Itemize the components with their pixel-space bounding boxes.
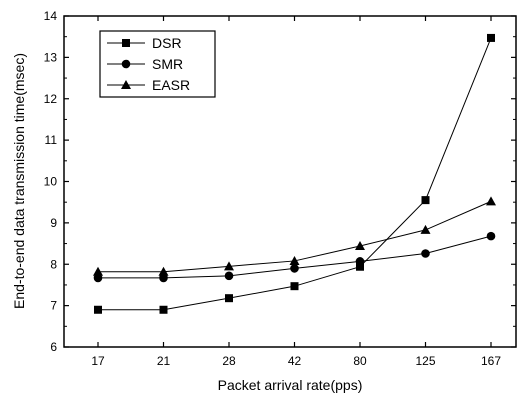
series-dsr-point <box>225 294 233 303</box>
legend-smr-label: SMR <box>152 56 183 72</box>
series-easr-point <box>158 266 169 276</box>
series-dsr-point <box>356 262 364 271</box>
series-smr-point <box>224 271 234 281</box>
series-dsr-point <box>159 305 168 314</box>
series-smr-point <box>290 264 299 273</box>
series-easr-point <box>289 255 300 265</box>
series-easr-point <box>420 224 431 234</box>
x-tick-label: 80 <box>353 354 367 368</box>
legend-dsr-label: DSR <box>152 35 182 51</box>
series-easr-point <box>224 261 234 271</box>
series-dsr-point <box>290 282 299 291</box>
series-easr-point <box>486 196 496 206</box>
y-axis: 6 7 8 9 10 11 12 13 14 <box>44 9 516 354</box>
series-smr-point <box>93 273 103 283</box>
legend-easr-marker <box>121 80 131 89</box>
y-tick-label: 14 <box>44 9 58 23</box>
series-smr-point <box>486 231 496 241</box>
y-tick-label: 10 <box>44 175 58 189</box>
series-smr-point <box>421 249 430 258</box>
x-tick-label: 42 <box>288 354 302 368</box>
legend-dsr-marker <box>122 39 130 47</box>
x-axis-title: Packet arrival rate(pps) <box>218 377 363 393</box>
y-axis-title: End-to-end data transmission time(msec) <box>11 53 27 309</box>
series-smr-point <box>355 257 365 266</box>
y-tick-label: 8 <box>50 257 57 271</box>
y-tick-label: 13 <box>44 50 58 64</box>
y-tick-label: 12 <box>44 92 58 106</box>
series-easr-point <box>93 266 103 276</box>
x-tick-label: 21 <box>157 354 171 368</box>
series-easr-point <box>355 241 365 251</box>
legend-smr-marker <box>121 59 131 69</box>
series-dsr-point <box>487 33 495 42</box>
y-tick-label: 6 <box>50 340 57 354</box>
x-tick-label: 28 <box>222 354 236 368</box>
x-tick-label: 167 <box>481 354 501 368</box>
series-dsr-point <box>94 305 102 314</box>
y-tick-label: 7 <box>50 299 57 313</box>
x-axis: 17 21 28 42 80 125 167 <box>91 16 501 368</box>
legend-easr-label: EASR <box>152 77 190 93</box>
series-layer <box>93 33 496 314</box>
y-tick-label: 11 <box>45 133 58 147</box>
x-tick-label: 17 <box>91 354 105 368</box>
y-tick-label: 9 <box>50 216 57 230</box>
series-dsr-point <box>421 196 430 205</box>
series-smr-point <box>159 273 168 283</box>
legend: DSR SMR EASR <box>99 30 216 98</box>
x-tick-label: 125 <box>415 354 435 368</box>
